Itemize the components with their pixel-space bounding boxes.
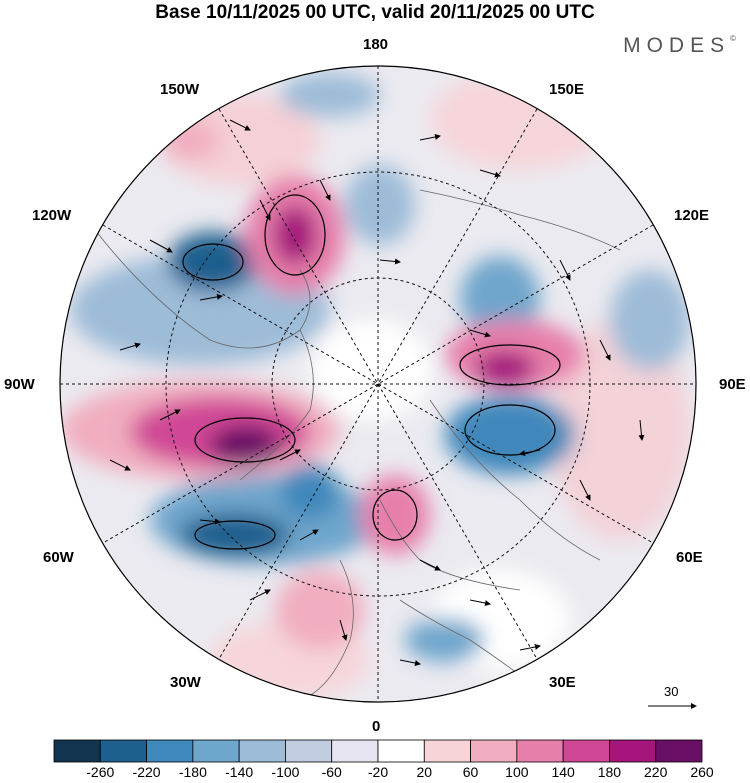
wind-arrow bbox=[229, 119, 251, 131]
anomaly-negative bbox=[610, 270, 690, 370]
anomaly-positive-strong bbox=[475, 350, 535, 386]
anomaly-negative bbox=[280, 464, 340, 520]
colorbar-tick-label: -260 bbox=[86, 764, 115, 780]
anomaly-positive bbox=[275, 570, 365, 650]
wind-arrow bbox=[599, 339, 611, 361]
modes-logo: MODES© bbox=[623, 34, 736, 58]
wind-arrow bbox=[319, 179, 331, 201]
lon-label-180: 180 bbox=[363, 36, 389, 53]
anomaly-positive bbox=[160, 120, 220, 160]
wind-arrow bbox=[519, 644, 541, 651]
colorbar-swatch bbox=[609, 739, 657, 763]
lon-label-120w: 120W bbox=[32, 207, 72, 224]
wind-arrow bbox=[469, 599, 491, 606]
wind-arrow bbox=[299, 529, 319, 541]
coastlines bbox=[94, 189, 621, 701]
colorbar-swatch bbox=[99, 739, 147, 763]
colorbar-swatch bbox=[331, 739, 379, 763]
graticule bbox=[60, 66, 696, 702]
lon-label-60w: 60W bbox=[43, 549, 74, 566]
anomaly-negative bbox=[460, 256, 540, 340]
colorbar-tick-label: 60 bbox=[462, 764, 479, 780]
wind-vectors bbox=[109, 119, 645, 666]
anomaly-positive bbox=[360, 475, 430, 555]
anomaly-negative bbox=[405, 618, 485, 662]
wind-arrow bbox=[149, 239, 173, 253]
wind-arrow bbox=[199, 293, 223, 301]
colorbar-tick-label: -220 bbox=[132, 764, 161, 780]
reference-vector-label: 30 bbox=[664, 684, 679, 699]
anomaly-field bbox=[60, 66, 696, 702]
colorbar-swatch bbox=[377, 739, 425, 763]
colorbar-swatch bbox=[562, 739, 610, 763]
logo-mark: © bbox=[730, 34, 736, 43]
colorbar-tick-label: -140 bbox=[225, 764, 254, 780]
wind-arrow bbox=[419, 559, 441, 571]
wind-arrow bbox=[579, 479, 591, 501]
contours bbox=[182, 194, 561, 550]
lon-label-120e: 120E bbox=[674, 207, 710, 224]
wind-arrow bbox=[379, 258, 401, 265]
colorbar-tick-label: -100 bbox=[271, 764, 300, 780]
colorbar-swatch bbox=[516, 739, 564, 763]
anomaly-light-pink bbox=[550, 320, 690, 540]
wind-arrow bbox=[159, 409, 181, 421]
anomaly-negative bbox=[345, 165, 415, 245]
colorbar-swatch bbox=[53, 739, 101, 763]
logo-text: MODES bbox=[623, 34, 731, 57]
wind-arrow bbox=[399, 659, 421, 666]
anomaly-positive-max bbox=[210, 425, 280, 465]
colorbar-tick-label: 100 bbox=[505, 764, 529, 780]
plot-title: Base 10/11/2025 00 UTC, valid 20/11/2025… bbox=[155, 2, 595, 23]
wind-arrow bbox=[479, 169, 501, 178]
wind-arrow bbox=[339, 619, 348, 641]
lon-label-90w: 90W bbox=[4, 376, 35, 393]
wind-arrow bbox=[519, 449, 541, 456]
wind-arrow bbox=[469, 329, 491, 338]
colorbar-tick-label: 180 bbox=[597, 764, 622, 780]
anomaly-neutral bbox=[312, 320, 432, 420]
colorbar-tick-label: -20 bbox=[367, 764, 389, 780]
colorbar-tick-label: 20 bbox=[416, 764, 433, 780]
wind-arrow bbox=[419, 134, 441, 141]
wind-arrow bbox=[259, 199, 271, 221]
wind-arrow bbox=[109, 459, 131, 471]
lon-label-0: 0 bbox=[372, 718, 381, 735]
colorbar-swatch bbox=[192, 739, 240, 763]
map-boundary bbox=[59, 65, 697, 703]
anomaly-negative bbox=[280, 73, 380, 117]
wind-arrow bbox=[638, 419, 645, 441]
colorbar-swatch bbox=[285, 739, 333, 763]
colorbar-swatch bbox=[238, 739, 286, 763]
lon-label-30e: 30E bbox=[549, 674, 576, 691]
colorbar-tick-label: -180 bbox=[178, 764, 207, 780]
colorbar-tick-label: -60 bbox=[321, 764, 342, 780]
colorbar-tick-label: 260 bbox=[690, 764, 714, 780]
lon-label-30w: 30W bbox=[170, 674, 201, 691]
wind-arrow bbox=[119, 342, 141, 351]
anomaly-negative-strong bbox=[168, 232, 258, 292]
anomaly-negative bbox=[445, 395, 575, 475]
anomaly-negative-strong bbox=[180, 513, 290, 557]
wind-arrow bbox=[559, 259, 571, 281]
lon-label-150w: 150W bbox=[160, 81, 200, 98]
anomaly-positive-strong bbox=[273, 205, 317, 265]
wind-arrow bbox=[199, 518, 221, 525]
colorbar-tick-label: 220 bbox=[644, 764, 668, 780]
colorbar bbox=[53, 739, 703, 763]
lon-label-150e: 150E bbox=[549, 81, 585, 98]
colorbar-tick-label: 140 bbox=[551, 764, 575, 780]
lon-label-90e: 90E bbox=[719, 376, 746, 393]
colorbar-swatch bbox=[146, 739, 194, 763]
wind-arrow bbox=[249, 589, 271, 601]
colorbar-swatch bbox=[470, 739, 518, 763]
lon-label-60e: 60E bbox=[676, 549, 703, 566]
colorbar-swatch bbox=[655, 739, 703, 763]
wind-arrow bbox=[279, 449, 301, 461]
colorbar-swatch bbox=[423, 739, 471, 763]
